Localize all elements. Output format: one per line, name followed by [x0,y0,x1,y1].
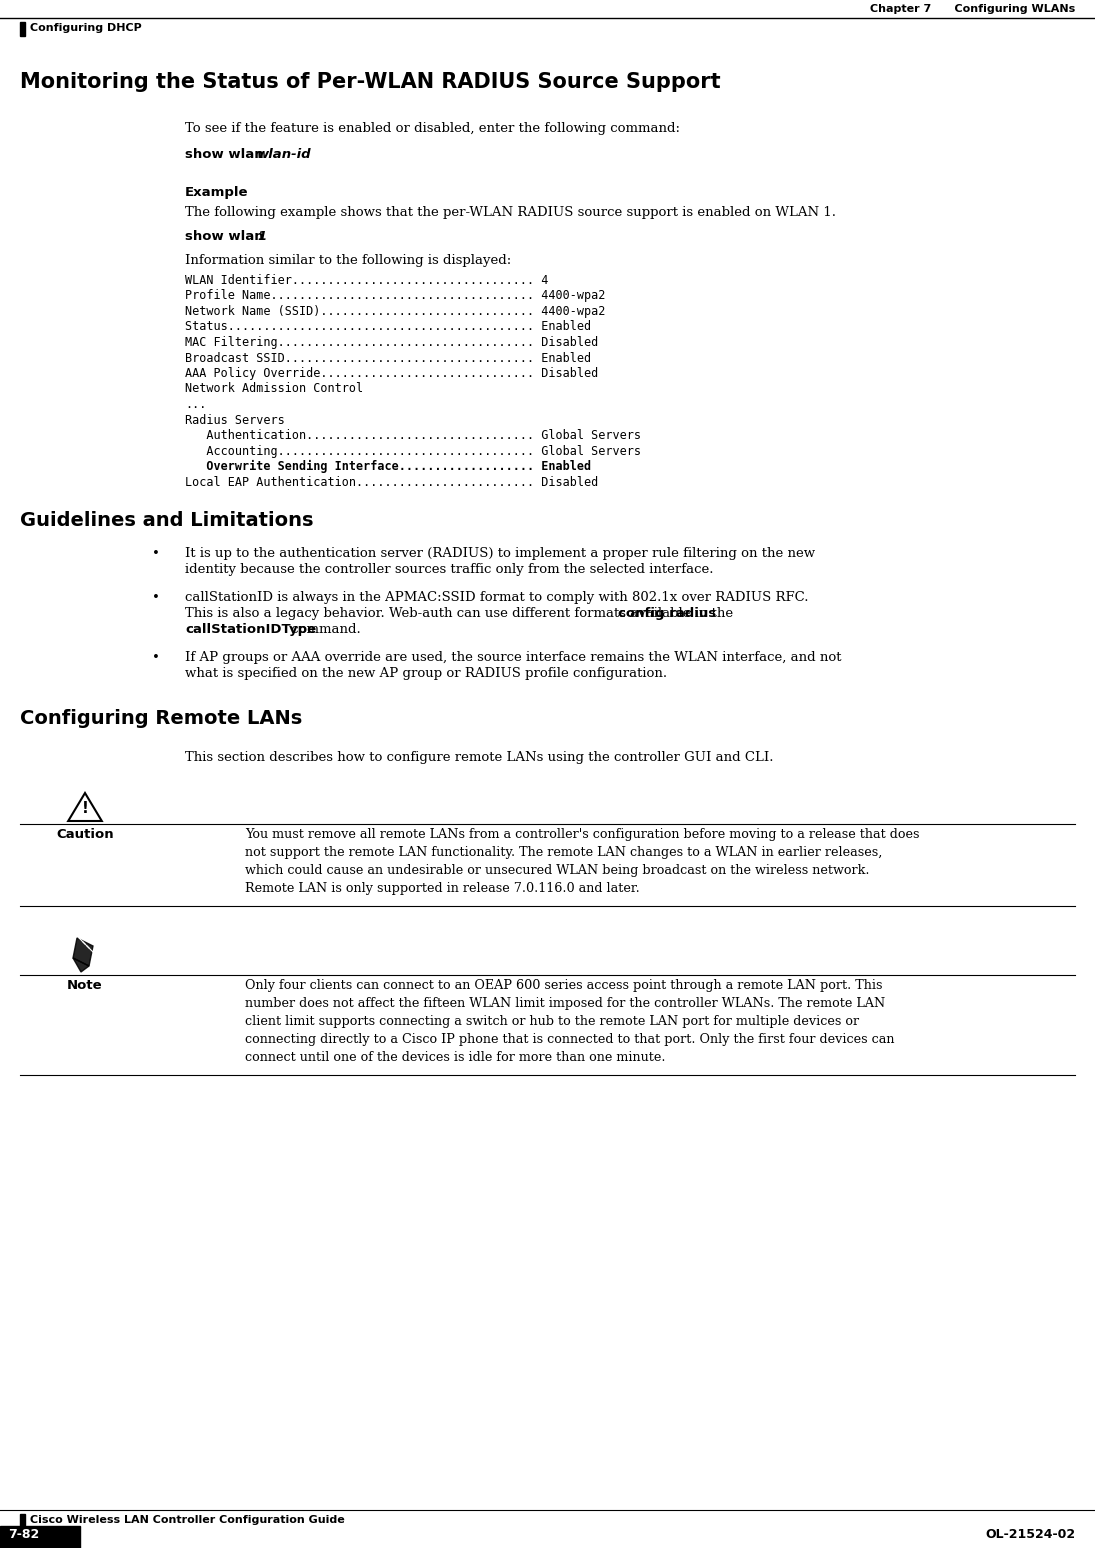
Text: show wlan: show wlan [185,149,268,161]
Text: number does not affect the fifteen WLAN limit imposed for the controller WLANs. : number does not affect the fifteen WLAN … [245,997,885,1009]
Text: Example: Example [185,186,249,200]
Text: Configuring DHCP: Configuring DHCP [30,23,141,33]
Text: Accounting.................................... Global Servers: Accounting..............................… [185,444,641,458]
Text: 7-82: 7-82 [8,1528,39,1540]
Bar [0,1526,80,1548]
Text: Local EAP Authentication......................... Disabled: Local EAP Authentication................… [185,475,598,489]
Text: Guidelines and Limitations: Guidelines and Limitations [20,511,313,529]
Text: Information similar to the following is displayed:: Information similar to the following is … [185,254,511,266]
Text: It is up to the authentication server (RADIUS) to implement a proper rule filter: It is up to the authentication server (R… [185,546,815,560]
Text: Overwrite Sending Interface................... Enabled: Overwrite Sending Interface.............… [185,460,591,474]
Bar [20,22,25,36]
Polygon shape [73,938,93,966]
Text: Note: Note [67,978,103,992]
Text: Authentication................................ Global Servers: Authentication..........................… [185,429,641,443]
Text: identity because the controller sources traffic only from the selected interface: identity because the controller sources … [185,563,714,576]
Text: callStationID is always in the APMAC:SSID format to comply with 802.1x over RADI: callStationID is always in the APMAC:SSI… [185,591,808,604]
Text: wlan-id: wlan-id [257,149,312,161]
Text: Caution: Caution [56,828,114,841]
Text: Configuring Remote LANs: Configuring Remote LANs [20,709,302,728]
Text: Radius Servers: Radius Servers [185,413,285,427]
Text: client limit supports connecting a switch or hub to the remote LAN port for mult: client limit supports connecting a switc… [245,1015,860,1028]
Text: Only four clients can connect to an OEAP 600 series access point through a remot: Only four clients can connect to an OEAP… [245,978,883,992]
Text: connect until one of the devices is idle for more than one minute.: connect until one of the devices is idle… [245,1051,666,1063]
Text: !: ! [81,800,89,816]
Text: Status........................................... Enabled: Status..................................… [185,320,591,333]
Text: Remote LAN is only supported in release 7.0.116.0 and later.: Remote LAN is only supported in release … [245,882,639,895]
Text: MAC Filtering.................................... Disabled: MAC Filtering...........................… [185,336,598,348]
Text: AAA Policy Override.............................. Disabled: AAA Policy Override.....................… [185,367,598,379]
Text: The following example shows that the per-WLAN RADIUS source support is enabled o: The following example shows that the per… [185,206,835,218]
Text: This section describes how to configure remote LANs using the controller GUI and: This section describes how to configure … [185,751,773,765]
Text: 1: 1 [257,231,266,243]
Text: Network Name (SSID).............................. 4400-wpa2: Network Name (SSID).....................… [185,305,606,317]
Text: Network Admission Control: Network Admission Control [185,382,364,395]
Text: callStationIDType: callStationIDType [185,622,316,636]
Text: command.: command. [287,622,360,636]
Text: If AP groups or AAA override are used, the source interface remains the WLAN int: If AP groups or AAA override are used, t… [185,652,841,664]
Text: Profile Name..................................... 4400-wpa2: Profile Name............................… [185,289,606,302]
Text: ...: ... [185,398,206,412]
Bar [20,1514,25,1528]
Text: show wlan: show wlan [185,231,268,243]
Text: Chapter 7      Configuring WLANs: Chapter 7 Configuring WLANs [869,5,1075,14]
Text: •: • [152,546,160,560]
Text: •: • [152,591,160,604]
Text: You must remove all remote LANs from a controller's configuration before moving : You must remove all remote LANs from a c… [245,828,920,841]
Text: connecting directly to a Cisco IP phone that is connected to that port. Only the: connecting directly to a Cisco IP phone … [245,1033,895,1046]
Text: not support the remote LAN functionality. The remote LAN changes to a WLAN in ea: not support the remote LAN functionality… [245,847,883,859]
Text: Broadcast SSID................................... Enabled: Broadcast SSID..........................… [185,351,591,364]
Polygon shape [73,958,89,972]
Text: which could cause an undesirable or unsecured WLAN being broadcast on the wirele: which could cause an undesirable or unse… [245,864,869,878]
Text: OL-21524-02: OL-21524-02 [984,1528,1075,1540]
Text: Cisco Wireless LAN Controller Configuration Guide: Cisco Wireless LAN Controller Configurat… [30,1515,345,1525]
Text: Monitoring the Status of Per-WLAN RADIUS Source Support: Monitoring the Status of Per-WLAN RADIUS… [20,73,721,91]
Text: config radius: config radius [618,607,716,621]
Text: •: • [152,652,160,664]
Text: WLAN Identifier.................................. 4: WLAN Identifier.........................… [185,274,549,286]
Text: This is also a legacy behavior. Web-auth can use different formats available in : This is also a legacy behavior. Web-auth… [185,607,737,621]
Text: what is specified on the new AP group or RADIUS profile configuration.: what is specified on the new AP group or… [185,667,667,680]
Text: To see if the feature is enabled or disabled, enter the following command:: To see if the feature is enabled or disa… [185,122,680,135]
